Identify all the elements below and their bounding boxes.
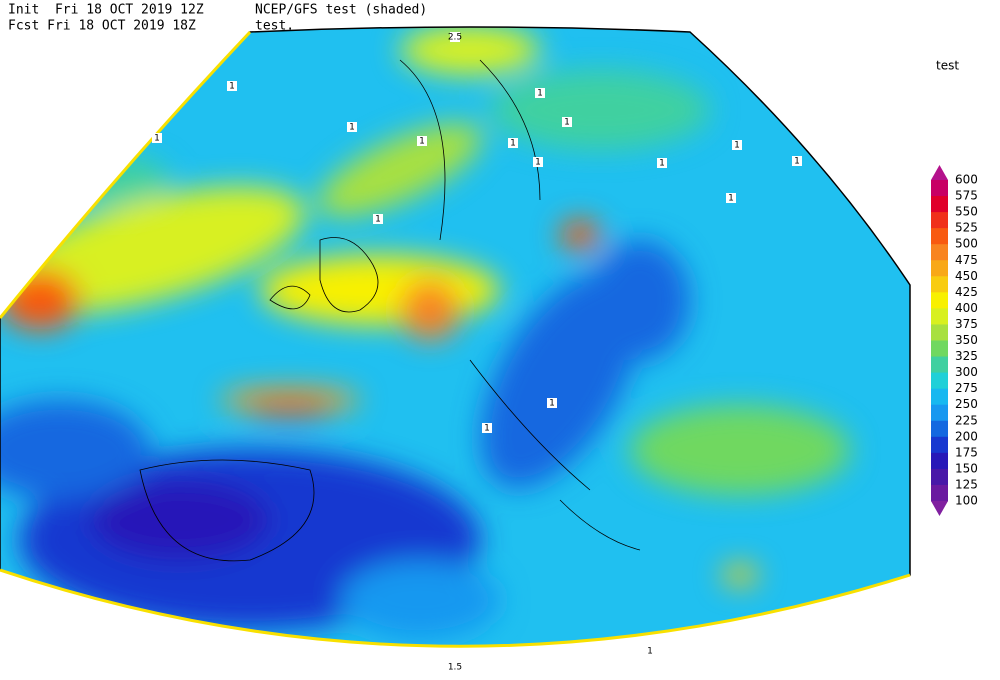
legend-label: 300 (955, 365, 978, 379)
contour-label-box (482, 423, 492, 433)
contour-label-box (533, 157, 543, 167)
contour-label: 1 (154, 134, 160, 144)
legend-label: 225 (955, 413, 978, 427)
domain-edge (0, 30, 911, 648)
legend-title: test (936, 59, 959, 73)
legend-label: 475 (955, 253, 978, 267)
contour-label: 1.5 (448, 663, 462, 673)
init-time: Init Fri 18 OCT 2019 12Z (8, 3, 204, 18)
legend-label: 600 (955, 173, 978, 187)
legend-label: 250 (955, 397, 978, 411)
contour-label: 1 (734, 141, 740, 151)
contour-label-box (726, 193, 736, 203)
legend-swatch (931, 340, 948, 358)
contour-label: 1 (537, 89, 543, 99)
contour-label-box (227, 81, 237, 91)
legend-label: 150 (955, 461, 978, 475)
legend-swatch (931, 228, 948, 245)
contour-label: 1 (510, 139, 516, 149)
map-title: NCEP/GFS test (shaded) (255, 3, 427, 18)
legend-label: 575 (955, 189, 978, 203)
map-subtitle: test. (255, 19, 294, 34)
legend-swatch (931, 324, 948, 341)
contour-label: 1 (419, 137, 425, 147)
contour-label: 1 (349, 123, 355, 133)
legend-label: 550 (955, 205, 978, 219)
legend-label: 175 (955, 445, 978, 459)
legend-label: 525 (955, 221, 978, 235)
contour-label-box (373, 214, 383, 224)
contour-label: 1 (229, 82, 235, 92)
contour-label: 1 (647, 647, 653, 657)
legend-arrow (931, 165, 948, 180)
legend-swatch (931, 356, 948, 374)
contour-label-box (562, 117, 572, 127)
coastlines (139, 59, 641, 562)
legend-swatch (931, 244, 948, 261)
legend-swatch (931, 212, 948, 229)
legend-label: 400 (955, 301, 978, 315)
legend-swatch (931, 436, 948, 454)
legend-swatch (931, 420, 948, 438)
legend-label: 100 (955, 494, 978, 508)
contour-label: 1 (549, 399, 555, 409)
contour-label: 1 (728, 194, 734, 204)
contour-label-box (450, 662, 460, 672)
legend-swatch (931, 452, 948, 470)
legend-swatch (931, 292, 948, 309)
forecast-time: Fcst Fri 18 OCT 2019 18Z (8, 19, 196, 34)
legend-label: 275 (955, 381, 978, 395)
shaded-field (0, 27, 910, 647)
contour-label-box (508, 138, 518, 148)
legend-label: 425 (955, 285, 978, 299)
contour-label: 1 (375, 215, 381, 225)
contour-label: 2.5 (448, 33, 462, 43)
contour-label: 1 (564, 118, 570, 128)
legend-swatch (931, 196, 948, 213)
contour-label-box (152, 133, 162, 143)
legend-swatch (931, 180, 948, 197)
contour-label-box (547, 398, 557, 408)
contour-label-box (732, 140, 742, 150)
legend-swatch (931, 308, 948, 325)
legend-label: 200 (955, 429, 978, 443)
legend-label: 500 (955, 237, 978, 251)
legend-label: 350 (955, 333, 978, 347)
legend-swatch (931, 372, 948, 390)
contour-label-box (645, 646, 655, 656)
contour-label: 1 (535, 158, 541, 168)
legend-swatch (931, 276, 948, 293)
contour-label-box (417, 136, 427, 146)
legend-swatch (931, 484, 948, 502)
legend-label: 450 (955, 269, 978, 283)
contour-label-box (792, 156, 802, 166)
legend-arrow (931, 501, 948, 516)
legend-swatch (931, 468, 948, 486)
legend-swatch (931, 404, 948, 422)
contour-label-box (347, 122, 357, 132)
contour-label-box (657, 158, 667, 168)
legend-label: 325 (955, 349, 978, 363)
contour-label-box (450, 32, 460, 42)
contour-label: 1 (484, 424, 490, 434)
contour-label: 1 (794, 157, 800, 167)
contour-label: 1 (659, 159, 665, 169)
legend-label: 375 (955, 317, 978, 331)
legend-swatch (931, 388, 948, 406)
legend-swatch (931, 260, 948, 277)
contour-label-box (535, 88, 545, 98)
legend-label: 125 (955, 477, 978, 491)
